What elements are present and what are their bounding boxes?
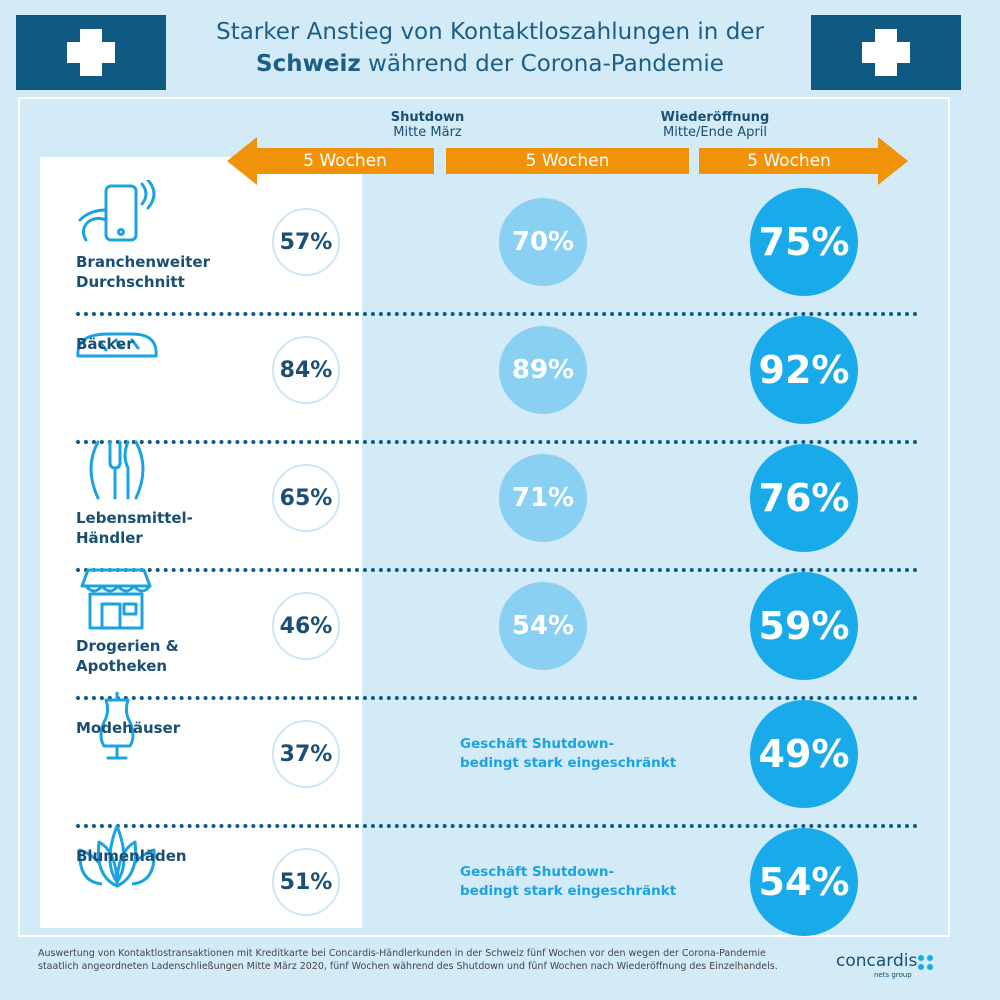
value-before: 57% [272,208,340,276]
flower-icon [72,820,162,890]
value-after: 49% [750,700,858,808]
row-divider [76,824,918,828]
category-label-line: Apotheken [76,657,168,675]
category-label-line: Durchschnitt [76,273,185,291]
value-before: 46% [272,592,340,660]
title-line2: Schweiz während der Corona-Pandemie [180,48,800,80]
shutdown-note: Geschäft Shutdown-bedingt stark eingesch… [460,735,676,773]
value-shutdown: 54% [499,582,587,670]
category-label: Drogerien & Apotheken [76,636,179,676]
phase-shutdown-subtitle: Mitte März [393,125,462,140]
swiss-flag-right-icon [811,15,961,90]
period-before-arrow: 5 Wochen [256,148,434,174]
value-shutdown: 89% [499,326,587,414]
dress-mannequin-icon [72,690,162,762]
value-before: 51% [272,848,340,916]
arrow-right-head-icon [878,137,908,185]
value-after: 75% [750,188,858,296]
swiss-flag-left-icon [16,15,166,90]
title-line1: Starker Anstieg von Kontaktloszahlungen … [216,19,764,45]
shutdown-note-line: Geschäft Shutdown- [460,736,615,752]
category-label-line: Blumenläden [76,847,187,865]
shop-icon [72,564,162,634]
footnote: Auswertung von Kontaktlostransaktionen m… [38,948,778,972]
title-bold: Schweiz [256,51,361,77]
phase-shutdown-title: Shutdown [390,110,465,125]
concardis-logo: concardis [836,951,918,971]
category-label-line: Lebensmittel- [76,509,193,527]
category-label-line: Drogerien & [76,637,179,655]
phase-reopening-subtitle: Mitte/Ende April [663,125,767,140]
category-label-line: Branchenweiter [76,253,210,271]
category-label-line: Händler [76,529,143,547]
row-divider [76,696,918,700]
value-before: 37% [272,720,340,788]
category-label: Bäcker [76,334,134,354]
shutdown-note-line: bedingt stark eingeschränkt [460,883,677,899]
shutdown-note-line: Geschäft Shutdown- [460,864,615,880]
category-label: Branchenweiter Durchschnitt [76,252,210,292]
shutdown-note-line: bedingt stark eingeschränkt [460,755,677,771]
value-before: 84% [272,336,340,404]
period-after-arrow: 5 Wochen [699,148,879,174]
phase-reopening: Wiederöffnung Mitte/Ende April [640,110,790,140]
smartphone-contactless-icon [72,178,162,250]
period-shutdown-arrow: 5 Wochen [446,148,689,174]
phase-shutdown: Shutdown Mitte März [375,110,480,140]
concardis-logo-sub: nets group [874,971,912,979]
category-label: Blumenläden [76,846,187,866]
page-title: Starker Anstieg von Kontaktloszahlungen … [180,16,800,80]
category-label-line: Bäcker [76,335,134,353]
category-column-background [40,157,362,928]
row-divider [76,568,918,572]
row-divider [76,312,918,316]
value-shutdown: 70% [499,198,587,286]
bread-icon [72,308,162,378]
category-label: Lebensmittel- Händler [76,508,193,548]
value-shutdown: 71% [499,454,587,542]
chart-frame [18,97,950,937]
value-before: 65% [272,464,340,532]
row-divider [76,440,918,444]
title-rest: während der Corona-Pandemie [360,51,724,77]
value-after: 59% [750,572,858,680]
category-label-line: Modehäuser [76,719,181,737]
value-after: 54% [750,828,858,936]
category-label: Modehäuser [76,718,180,738]
arrow-left-head-icon [227,137,257,185]
cutlery-icon [72,436,162,506]
value-after: 76% [750,444,858,552]
value-after: 92% [750,316,858,424]
phase-reopening-title: Wiederöffnung [660,110,770,125]
shutdown-note: Geschäft Shutdown-bedingt stark eingesch… [460,863,676,901]
